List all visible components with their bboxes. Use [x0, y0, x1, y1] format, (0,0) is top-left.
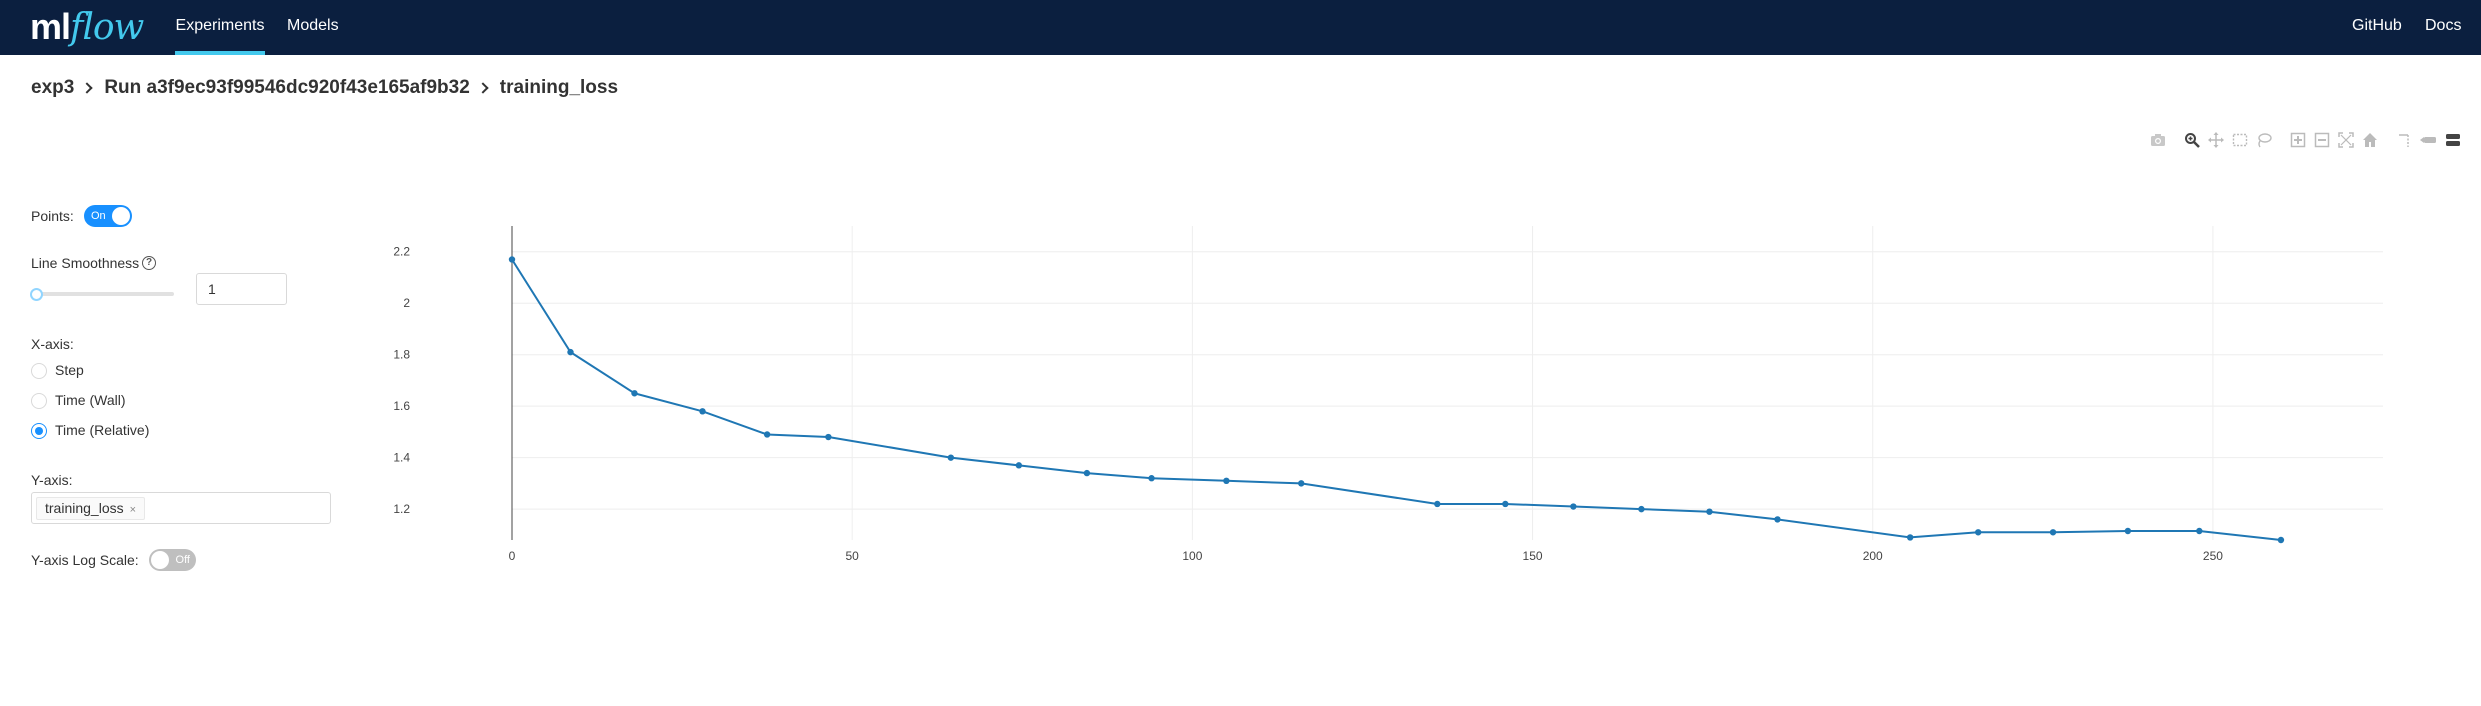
y-tick-label: 1.4 — [393, 451, 410, 465]
data-point — [631, 390, 638, 397]
zoom-out-icon[interactable] — [2314, 132, 2330, 148]
data-point — [763, 431, 771, 438]
x-axis-radio-step[interactable] — [31, 363, 47, 379]
plot-modebar — [2150, 130, 2468, 150]
data-point — [1570, 503, 1577, 510]
y-tick-label: 1.8 — [393, 348, 410, 362]
data-point — [1638, 505, 1645, 513]
box-select-icon[interactable] — [2232, 132, 2248, 148]
x-tick-label: 150 — [1523, 549, 1543, 563]
x-tick-label: 50 — [846, 549, 860, 563]
data-point — [1148, 475, 1155, 482]
points-toggle-text: On — [91, 210, 106, 222]
top-navbar: mlflow Experiments Models GitHub Docs — [0, 0, 2481, 55]
data-point — [1083, 469, 1091, 477]
metric-tag: training_loss × — [36, 497, 146, 520]
metric-tag-label: training_loss — [45, 500, 124, 516]
x-axis-option-time-relative-label[interactable]: Time (Relative) — [55, 422, 150, 438]
nav-github-link[interactable]: GitHub — [2352, 17, 2402, 34]
x-tick-label: 0 — [509, 549, 516, 563]
logo-ml-text: ml — [30, 6, 71, 47]
data-point — [1502, 500, 1509, 508]
autoscale-icon[interactable] — [2338, 132, 2354, 148]
nav-experiments[interactable]: Experiments — [175, 0, 265, 55]
data-point — [825, 433, 832, 441]
data-point — [1974, 529, 1982, 536]
data-point — [1434, 500, 1441, 508]
data-point — [2124, 527, 2132, 535]
logo-flow-text: flow — [70, 7, 144, 48]
x-tick-label: 100 — [1182, 549, 1202, 563]
pan-icon[interactable] — [2208, 132, 2224, 148]
x-tick-label: 200 — [1863, 549, 1883, 563]
points-toggle[interactable]: On — [84, 205, 132, 227]
data-point — [508, 256, 516, 263]
nav-models[interactable]: Models — [287, 17, 339, 34]
data-point — [1015, 462, 1023, 469]
data-point — [2049, 529, 2057, 536]
breadcrumb-metric: training_loss — [499, 77, 619, 98]
breadcrumb-run-link[interactable]: Run a3f9ec93f99546dc920f43e165af9b32 — [104, 77, 470, 98]
spike-lines-icon[interactable] — [2396, 132, 2412, 148]
smoothness-slider-handle[interactable] — [30, 288, 43, 301]
x-tick-label: 250 — [2203, 549, 2223, 563]
points-label: Points: — [31, 208, 74, 224]
reset-axes-icon[interactable] — [2362, 132, 2378, 148]
camera-icon[interactable] — [2150, 132, 2166, 148]
data-point — [947, 454, 955, 461]
toggle-knob — [151, 551, 169, 569]
nav-docs-link[interactable]: Docs — [2425, 17, 2462, 34]
close-icon[interactable]: × — [129, 504, 137, 516]
question-circle-icon[interactable]: ? — [142, 256, 156, 270]
y-tick-label: 1.2 — [393, 502, 410, 516]
data-point — [1223, 477, 1230, 485]
line-smoothness-label: Line Smoothness — [31, 255, 140, 271]
toggle-knob — [112, 207, 130, 225]
x-axis-radio-time-relative[interactable] — [31, 423, 47, 439]
data-point — [1774, 516, 1781, 523]
data-point — [1706, 508, 1713, 515]
smoothness-slider-track[interactable] — [36, 292, 174, 296]
y-tick-label: 1.6 — [393, 399, 410, 413]
breadcrumb-experiment-link[interactable]: exp3 — [31, 77, 75, 98]
y-axis-log-toggle-text: Off — [175, 554, 190, 566]
series-line — [511, 258, 2282, 541]
mlflow-logo[interactable]: mlflow — [30, 6, 144, 48]
data-point — [567, 348, 574, 356]
data-point — [2196, 527, 2203, 535]
breadcrumb: exp3 Run a3f9ec93f99546dc920f43e165af9b3… — [31, 76, 618, 100]
data-point — [699, 408, 706, 415]
data-point — [2277, 536, 2285, 544]
y-tick-label: 2 — [403, 296, 410, 310]
lasso-select-icon[interactable] — [2256, 132, 2272, 148]
hover-closest-icon[interactable] — [2420, 132, 2436, 148]
y-axis-log-scale-label: Y-axis Log Scale: — [31, 552, 139, 568]
y-tick-label: 2.2 — [393, 245, 410, 259]
x-axis-radio-time-wall[interactable] — [31, 393, 47, 409]
zoom-in-icon[interactable] — [2290, 132, 2306, 148]
x-axis-option-time-wall-label[interactable]: Time (Wall) — [55, 392, 126, 408]
data-point — [1298, 480, 1305, 487]
x-axis-label: X-axis: — [31, 336, 74, 352]
y-axis-metric-select[interactable]: training_loss × — [31, 492, 331, 524]
y-axis-log-scale-toggle[interactable]: Off — [149, 549, 196, 571]
zoom-icon[interactable] — [2184, 132, 2200, 148]
data-point — [1906, 534, 1914, 541]
hover-compare-icon[interactable] — [2444, 132, 2460, 148]
x-axis-option-step-label[interactable]: Step — [55, 362, 84, 378]
y-axis-label: Y-axis: — [31, 472, 73, 488]
smoothness-number-input[interactable]: 1 — [196, 273, 287, 305]
